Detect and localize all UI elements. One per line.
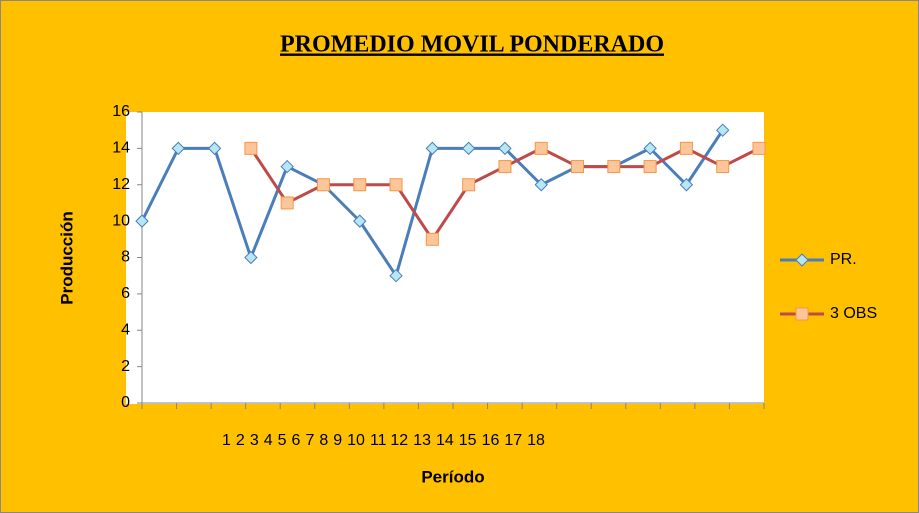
data-point (607, 160, 621, 174)
legend-label: PR. (830, 251, 857, 268)
data-point (353, 178, 367, 192)
x-tick-label: 18 (527, 432, 545, 449)
x-tick-label: 12 (390, 432, 408, 449)
data-point (425, 141, 440, 156)
x-tick-label: 13 (413, 432, 431, 449)
plot-area (126, 112, 764, 404)
x-tick-label: 3 (250, 432, 259, 449)
data-point (280, 159, 294, 174)
data-point (571, 160, 585, 174)
data-point (280, 196, 294, 210)
data-point (498, 141, 512, 156)
y-tick-label: 0 (121, 394, 130, 411)
x-tick-label: 11 (370, 432, 387, 449)
x-tick-label: 2 (236, 432, 245, 449)
x-tick-label: 5 (278, 432, 287, 449)
data-point (353, 214, 367, 228)
x-axis-title: Período (421, 467, 484, 486)
y-tick-label: 16 (112, 103, 130, 120)
data-point (244, 141, 258, 155)
x-tick-label: 10 (347, 432, 365, 449)
x-tick-label: 16 (482, 432, 500, 449)
legend-marker (795, 253, 809, 267)
data-point (425, 232, 439, 246)
x-tick-label: 9 (333, 432, 342, 449)
data-point (461, 141, 476, 156)
x-tick-label: 15 (459, 432, 477, 449)
legend-marker (795, 307, 809, 321)
data-point (534, 178, 548, 192)
data-point (679, 178, 694, 192)
chart-title: PROMEDIO MOVIL PONDERADO (280, 32, 664, 58)
legend-label: 3 OBS (830, 305, 877, 322)
data-point (207, 141, 222, 156)
x-tick-label: 6 (292, 432, 301, 449)
y-tick-label: 2 (121, 358, 130, 375)
data-point (534, 141, 548, 155)
data-point (389, 178, 403, 192)
y-tick-label: 6 (121, 285, 130, 302)
y-tick-label: 8 (121, 249, 130, 266)
data-point (389, 268, 403, 283)
data-point (679, 141, 693, 155)
data-point (752, 141, 766, 155)
data-point (643, 141, 657, 156)
data-point (462, 178, 476, 192)
x-tick-label: 14 (436, 432, 454, 449)
y-tick-label: 4 (121, 321, 130, 338)
x-tick-label: 4 (264, 432, 273, 449)
y-axis-title: Producción (57, 211, 76, 305)
data-point (135, 214, 149, 228)
x-tick-labels: 1 2 3 4 5 6 7 8 9 10 11 12 13 14 15 16 17 18 (222, 432, 545, 449)
data-point (643, 160, 657, 174)
data-point (715, 123, 730, 137)
x-tick-label: 7 (305, 432, 314, 449)
y-tick-label: 10 (112, 212, 130, 229)
x-tick-label: 8 (319, 432, 328, 449)
data-point (171, 141, 186, 156)
y-tick-label: 14 (112, 140, 130, 157)
data-point (716, 160, 730, 174)
data-point (244, 250, 258, 265)
x-tick-label: 1 (222, 432, 231, 449)
x-tick-label: 17 (504, 432, 522, 449)
data-point (498, 160, 512, 174)
y-tick-label: 12 (112, 176, 130, 193)
data-point (316, 178, 330, 192)
